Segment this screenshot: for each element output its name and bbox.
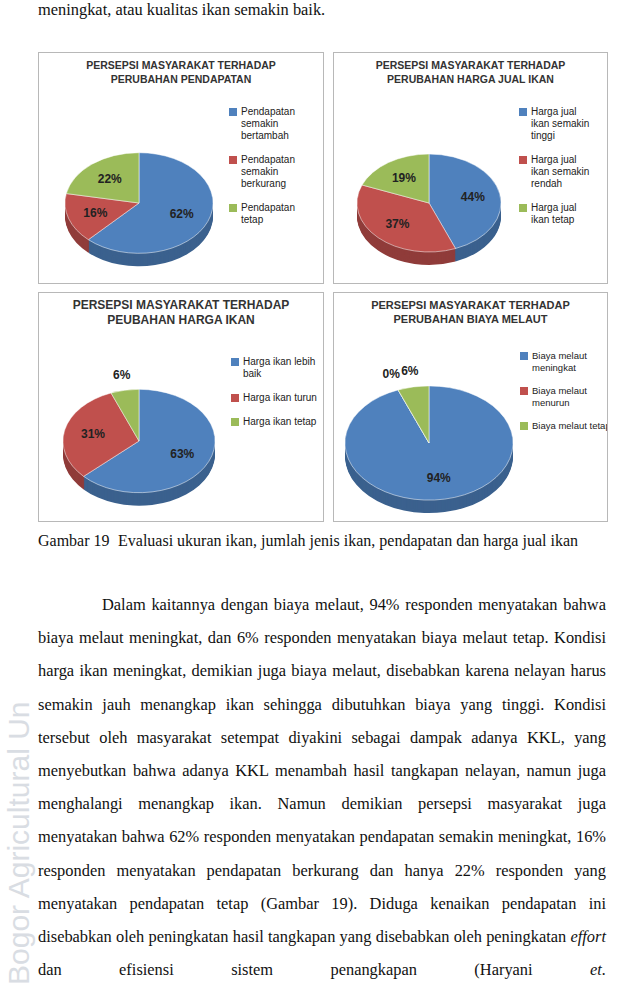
svg-text:44%: 44% xyxy=(461,190,485,204)
svg-text:Pendapatansemakinbertambah: Pendapatansemakinbertambah xyxy=(241,106,295,141)
svg-text:Harga jualikan semakintinggi: Harga jualikan semakintinggi xyxy=(531,106,589,141)
svg-text:6%: 6% xyxy=(113,368,131,382)
svg-text:Pendapatantetap: Pendapatantetap xyxy=(241,202,295,225)
svg-text:PERSEPSI MASYARAKAT TERHADAPPE: PERSEPSI MASYARAKAT TERHADAPPERUBAHAN HA… xyxy=(376,59,566,85)
html-text:Evaluasi ukuran ikan, jumlah j: Evaluasi ukuran ikan, jumlah jenis ikan,… xyxy=(118,532,578,549)
svg-text:16%: 16% xyxy=(83,206,107,220)
svg-text:Biaya melaut tetap: Biaya melaut tetap xyxy=(532,420,607,431)
svg-text:Pendapatansemakinberkurang: Pendapatansemakinberkurang xyxy=(241,154,295,189)
svg-text:94%: 94% xyxy=(427,471,451,485)
svg-text:Biaya melautmenurun: Biaya melautmenurun xyxy=(532,385,587,408)
svg-text:63%: 63% xyxy=(170,447,194,461)
svg-text:Harga jualikan semakinrendah: Harga jualikan semakinrendah xyxy=(531,154,589,189)
svg-text:Harga ikan turun: Harga ikan turun xyxy=(243,392,317,403)
svg-text:22%: 22% xyxy=(98,172,122,186)
svg-text:6%: 6% xyxy=(401,364,419,378)
html-text:Bogor Agricultural Un: Bogor Agricultural Un xyxy=(2,701,35,985)
svg-text:Harga ikan lebihbaik: Harga ikan lebihbaik xyxy=(243,356,315,379)
html-text:Gambar 19: Gambar 19 xyxy=(38,532,110,549)
svg-text:19%: 19% xyxy=(392,171,416,185)
svg-text:PERSEPSI MASYARAKAT TERHADAPPE: PERSEPSI MASYARAKAT TERHADAPPEUBAHAN HAR… xyxy=(73,298,290,327)
svg-text:PERSEPSI MASYARAKAT TERHADAPPE: PERSEPSI MASYARAKAT TERHADAPPERUBAHAN BI… xyxy=(371,299,570,325)
svg-text:62%: 62% xyxy=(170,207,194,221)
svg-text:37%: 37% xyxy=(385,217,409,231)
html-text:Dalam kaitannya dengan biaya m: Dalam kaitannya dengan biaya melaut, 94%… xyxy=(38,595,606,946)
html-text:meningkat, atau kualitas ikan: meningkat, atau kualitas ikan semakin ba… xyxy=(38,0,326,19)
html-text:dan efisiensi sistem penangkap: dan efisiensi sistem penangkapan (Haryan… xyxy=(38,960,606,980)
svg-text:0%: 0% xyxy=(383,367,401,381)
svg-text:Biaya melautmeningkat: Biaya melautmeningkat xyxy=(532,350,587,373)
svg-text:31%: 31% xyxy=(81,427,105,441)
svg-text:Harga jualikan tetap: Harga jualikan tetap xyxy=(531,202,577,225)
svg-text:PERSEPSI MASYARAKAT TERHADAPPE: PERSEPSI MASYARAKAT TERHADAPPERUBAHAN PE… xyxy=(86,59,276,85)
svg-text:Harga ikan tetap: Harga ikan tetap xyxy=(243,416,317,427)
